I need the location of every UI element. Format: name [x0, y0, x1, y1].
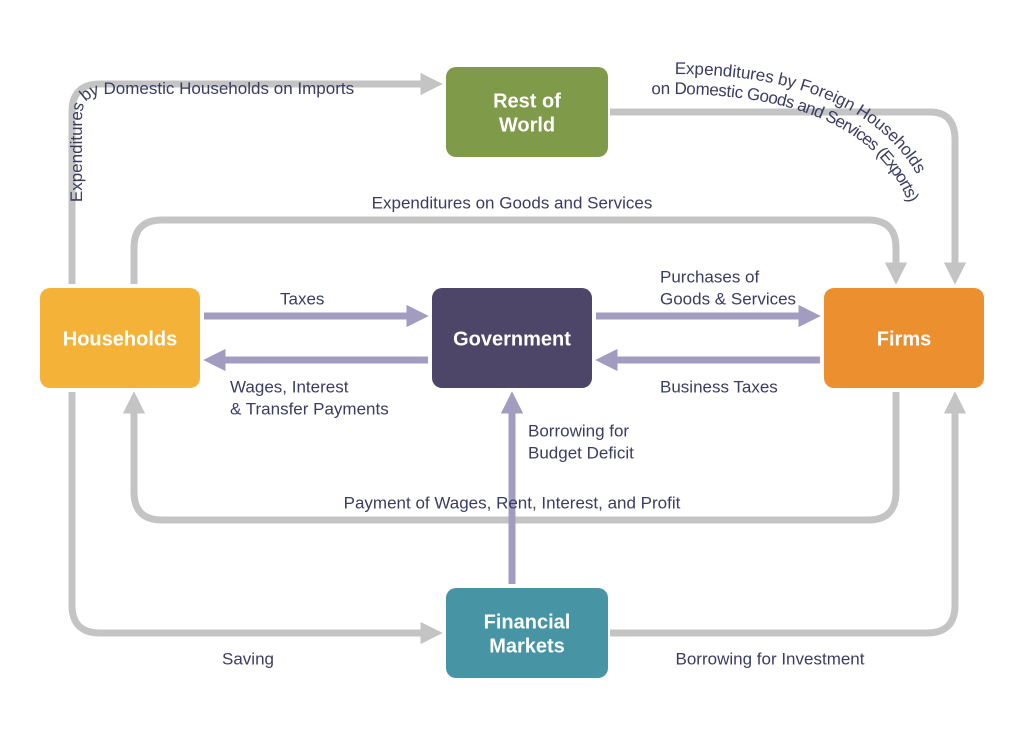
node-financial-markets: Financial Markets	[446, 588, 608, 678]
label-exports-line2: on Domestic Goods and Services (Exports)	[651, 80, 922, 206]
label-purchases-l1: Purchases of	[660, 267, 759, 286]
edge-saving	[72, 392, 436, 633]
label-saving: Saving	[222, 649, 274, 668]
label-exp-goods: Expenditures on Goods and Services	[372, 193, 653, 212]
node-households-label: Households	[63, 328, 177, 350]
node-rest-of-world: Rest of World	[446, 67, 608, 157]
node-firms: Firms	[824, 288, 984, 388]
label-wages-transfer-l1: Wages, Interest	[230, 377, 349, 396]
label-imports: Expenditures by Domestic Households on I…	[67, 79, 354, 202]
label-wages-transfer-l2: & Transfer Payments	[230, 399, 389, 418]
node-rest-of-world-label-2: World	[499, 114, 555, 136]
edge-imports	[72, 84, 436, 284]
node-financial-markets-label-2: Markets	[489, 635, 565, 657]
label-wages-rent: Payment of Wages, Rent, Interest, and Pr…	[344, 493, 681, 512]
node-rest-of-world-label-1: Rest of	[493, 90, 561, 112]
label-taxes: Taxes	[280, 289, 324, 308]
label-borrow-deficit-l2: Budget Deficit	[528, 443, 634, 462]
label-business-taxes: Business Taxes	[660, 377, 778, 396]
edge-exp-goods	[134, 220, 896, 284]
node-households: Households	[40, 288, 200, 388]
label-borrow-invest: Borrowing for Investment	[676, 649, 865, 668]
circular-flow-diagram: Households Government Firms Rest of Worl…	[0, 0, 1024, 754]
node-government-label: Government	[453, 328, 571, 350]
node-financial-markets-label-1: Financial	[484, 611, 571, 633]
node-firms-label: Firms	[877, 328, 931, 350]
label-borrow-deficit-l1: Borrowing for	[528, 421, 629, 440]
node-government: Government	[432, 288, 592, 388]
edge-borrow-invest	[610, 398, 955, 633]
label-purchases-l2: Goods & Services	[660, 289, 796, 308]
